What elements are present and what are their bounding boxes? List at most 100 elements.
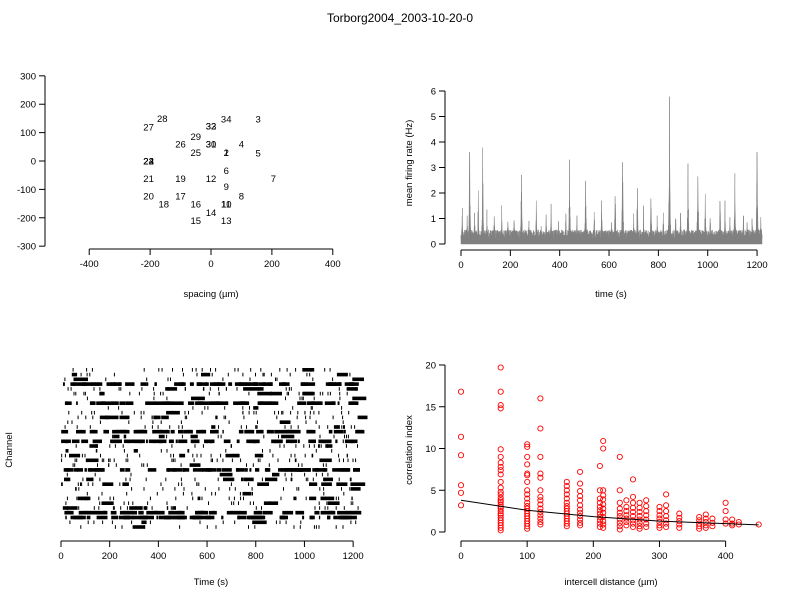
correlation-point bbox=[636, 508, 643, 516]
spike-mark bbox=[307, 382, 316, 386]
spike-mark bbox=[332, 377, 334, 382]
correlation-point bbox=[616, 519, 623, 526]
spike-mark bbox=[61, 482, 63, 486]
correlation-point bbox=[596, 510, 603, 517]
spike-mark bbox=[291, 472, 293, 477]
spike-mark bbox=[290, 387, 292, 391]
spike-mark bbox=[345, 444, 347, 448]
spike-mark bbox=[178, 439, 188, 444]
spike-mark bbox=[166, 434, 168, 439]
correlation-point bbox=[596, 517, 603, 524]
spike-mark bbox=[319, 458, 332, 463]
spike-mark bbox=[337, 401, 340, 405]
electrode-label: 15 bbox=[190, 216, 201, 227]
spike-mark bbox=[194, 444, 196, 448]
spike-mark bbox=[252, 463, 254, 467]
firing-rate-area bbox=[460, 96, 763, 245]
rate-y-tick-label: 3 bbox=[431, 163, 436, 174]
correlation-point bbox=[616, 509, 623, 516]
spike-mark bbox=[131, 520, 133, 525]
spike-mark bbox=[322, 463, 324, 467]
spike-mark bbox=[218, 387, 220, 391]
correlation-point bbox=[497, 491, 504, 498]
spike-mark bbox=[155, 510, 159, 515]
spike-mark bbox=[235, 510, 247, 515]
spike-mark bbox=[129, 506, 143, 510]
spike-mark bbox=[86, 515, 91, 520]
spike-mark bbox=[143, 506, 148, 510]
spike-mark bbox=[86, 491, 88, 496]
spike-mark bbox=[336, 482, 348, 486]
spike-mark bbox=[84, 510, 89, 515]
spike-mark bbox=[165, 387, 178, 391]
spike-mark bbox=[116, 429, 118, 434]
spike-mark bbox=[191, 396, 205, 401]
spike-mark bbox=[100, 510, 105, 515]
spike-mark bbox=[286, 368, 288, 372]
spike-mark bbox=[161, 415, 169, 420]
correlation-point bbox=[524, 443, 531, 450]
spike-mark bbox=[81, 482, 83, 486]
spike-mark bbox=[266, 429, 274, 434]
spike-mark bbox=[288, 391, 289, 396]
spike-mark bbox=[211, 491, 213, 496]
spike-mark bbox=[320, 468, 325, 472]
spike-mark bbox=[75, 487, 77, 491]
correlation-point bbox=[629, 520, 637, 527]
spike-mark bbox=[288, 429, 300, 434]
rate-y-tick-label: 0 bbox=[431, 240, 436, 251]
spike-mark bbox=[90, 510, 98, 515]
spike-mark bbox=[66, 472, 68, 477]
spike-mark bbox=[332, 415, 334, 420]
spike-mark bbox=[291, 468, 302, 472]
spike-mark bbox=[276, 415, 278, 420]
spike-mark bbox=[153, 415, 161, 420]
spike-mark bbox=[170, 377, 171, 382]
firing-rate-panel: 0 200 400 600 800 1000 1200 0 1 2 3 4 5 6 time (s) me… bbox=[404, 87, 768, 301]
spike-mark bbox=[204, 439, 209, 444]
spike-mark bbox=[297, 425, 299, 429]
spike-mark bbox=[162, 487, 164, 491]
spike-mark bbox=[327, 425, 329, 429]
spike-mark bbox=[276, 377, 278, 382]
spike-mark bbox=[61, 482, 63, 486]
correlation-point bbox=[643, 508, 650, 515]
spike-mark bbox=[257, 458, 259, 463]
spike-mark bbox=[113, 458, 115, 463]
correlation-point bbox=[616, 505, 623, 512]
spike-mark bbox=[297, 439, 300, 444]
spike-mark bbox=[344, 429, 346, 434]
spike-mark bbox=[222, 458, 224, 463]
spike-mark bbox=[181, 434, 183, 439]
correlation-point bbox=[563, 520, 570, 527]
spike-mark bbox=[124, 510, 133, 515]
spike-mark bbox=[166, 515, 175, 520]
layout-x-tick-label: 400 bbox=[325, 259, 341, 270]
spike-mark bbox=[95, 449, 98, 453]
spike-mark bbox=[76, 468, 83, 472]
spike-mark bbox=[202, 510, 209, 515]
correlation-point bbox=[623, 522, 630, 529]
correlation-point bbox=[600, 518, 607, 525]
correlation-point bbox=[537, 453, 544, 460]
spike-mark bbox=[279, 420, 291, 424]
spike-mark bbox=[349, 439, 354, 444]
spike-mark bbox=[76, 458, 78, 463]
spike-mark bbox=[70, 387, 72, 391]
spike-mark bbox=[296, 487, 298, 491]
spike-mark bbox=[118, 387, 120, 391]
spike-mark bbox=[337, 425, 339, 429]
electrode-label: 2 bbox=[224, 148, 229, 159]
electrode-label: 24 bbox=[143, 157, 154, 168]
correlation-point bbox=[457, 433, 465, 440]
spike-mark bbox=[226, 510, 235, 515]
spike-mark bbox=[307, 401, 315, 405]
spike-mark bbox=[278, 410, 279, 415]
spike-mark bbox=[83, 391, 85, 396]
spike-mark bbox=[249, 468, 252, 472]
spike-mark bbox=[234, 368, 236, 372]
spike-mark bbox=[196, 382, 202, 386]
spike-mark bbox=[311, 406, 313, 410]
spike-mark bbox=[202, 429, 207, 434]
